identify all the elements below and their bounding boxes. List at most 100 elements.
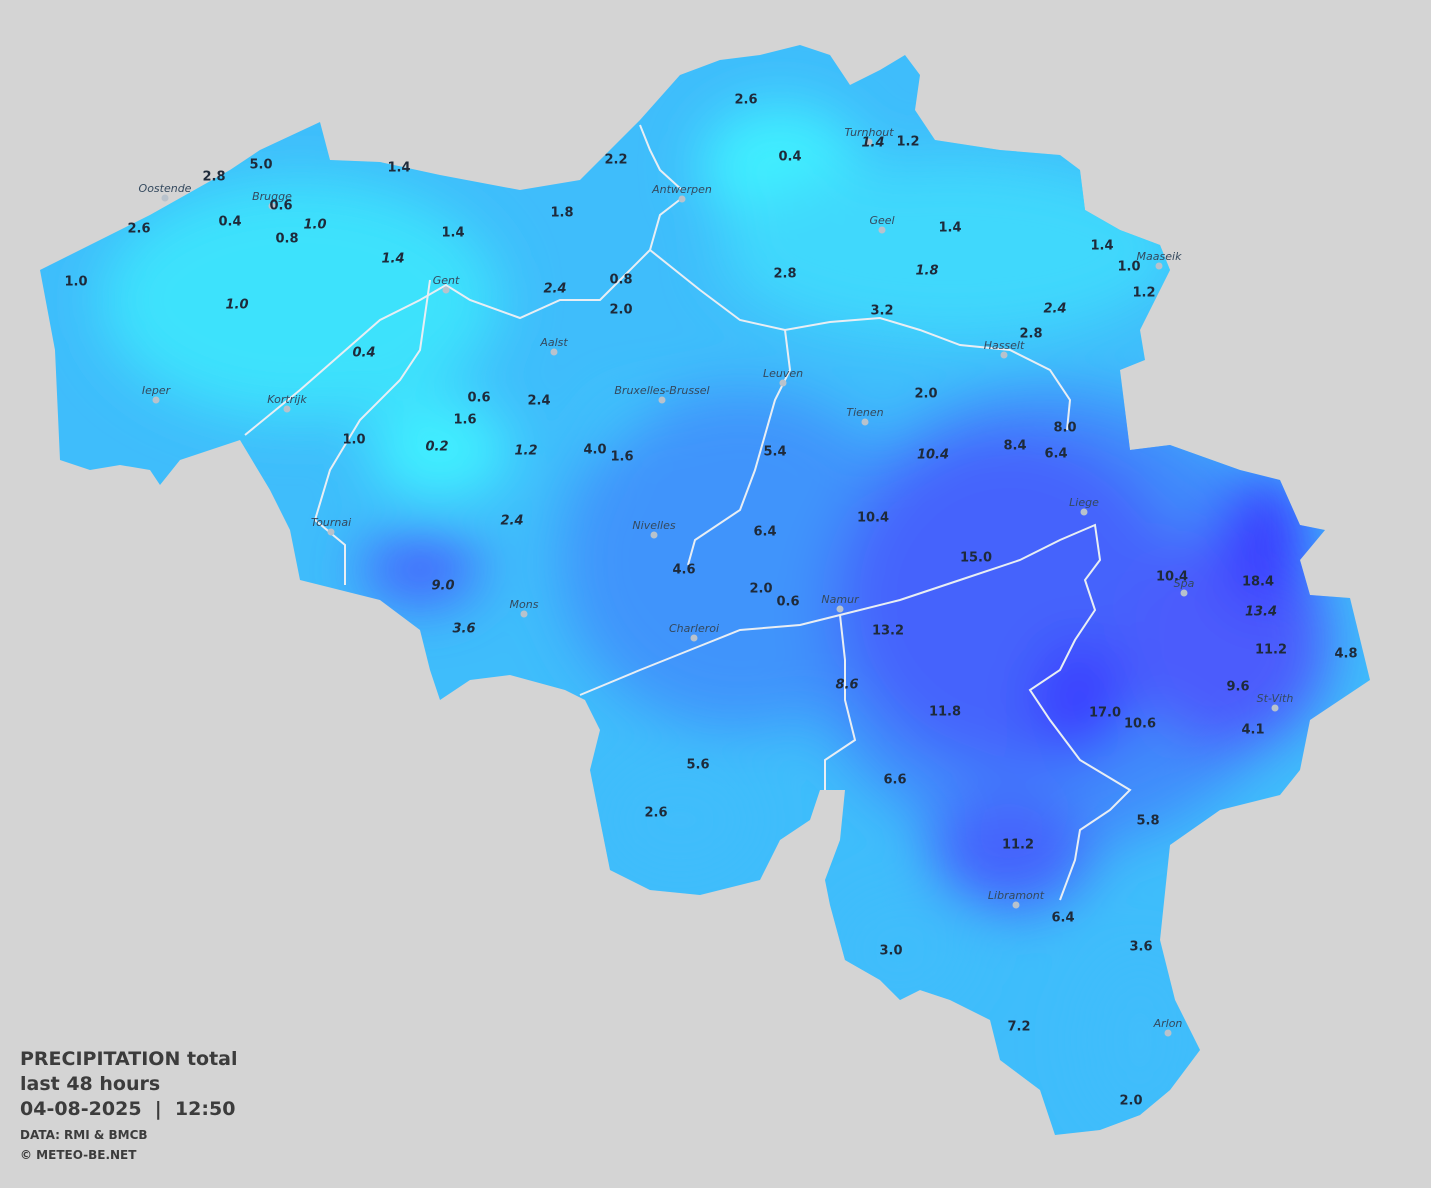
station-value: 1.2 [514, 444, 537, 459]
station-value: 1.4 [938, 221, 961, 236]
station-value: 11.2 [1255, 643, 1287, 658]
city-dot [1180, 589, 1188, 597]
station-value: 0.8 [609, 273, 632, 288]
city-dot [283, 405, 291, 413]
rivers [244, 124, 1132, 901]
station-value: 2.6 [644, 806, 667, 821]
station-value: 2.4 [543, 282, 566, 297]
station-value: 0.4 [218, 215, 241, 230]
caption: PRECIPITATION total last 48 hours 04-08-… [20, 1048, 238, 1162]
station-value: 1.6 [453, 413, 476, 428]
city-label: Hasselt [984, 339, 1025, 352]
city-dot [152, 396, 160, 404]
city-label: Aalst [539, 336, 568, 349]
station-value: 1.4 [387, 161, 410, 176]
station-value: 7.2 [1007, 1020, 1030, 1035]
station-value: 2.6 [734, 93, 757, 108]
caption-source: DATA: RMI & BMCB [20, 1128, 148, 1142]
station-value: 0.4 [352, 346, 375, 361]
station-value: 15.0 [960, 551, 992, 566]
city-dot [865, 138, 873, 146]
station-value: 0.2 [425, 440, 448, 455]
station-value: 3.2 [870, 304, 893, 319]
city-label: Antwerpen [651, 183, 712, 196]
station-value: 2.8 [773, 267, 796, 282]
city-label: Tienen [846, 406, 883, 419]
station-value: 0.8 [275, 232, 298, 247]
city-dot [1012, 901, 1020, 909]
station-value: 2.0 [914, 387, 937, 402]
station-value: 11.8 [929, 705, 961, 720]
station-value: 2.4 [500, 514, 523, 529]
city-label: Brugge [252, 190, 292, 203]
station-value: 13.2 [872, 624, 904, 639]
city-label: Arlon [1153, 1017, 1183, 1030]
city-label: Bruxelles-Brussel [614, 384, 709, 397]
station-value: 17.0 [1089, 706, 1121, 721]
station-value: 6.4 [753, 525, 776, 540]
city-dot [1164, 1029, 1172, 1037]
station-value: 1.8 [915, 264, 938, 279]
station-value: 1.0 [342, 433, 365, 448]
city-dot [520, 610, 528, 618]
city-label: Namur [821, 593, 860, 606]
city-label: Charleroi [669, 622, 719, 635]
station-value: 9.6 [1226, 680, 1249, 695]
station-value: 4.8 [1334, 647, 1357, 662]
city-dot [878, 226, 886, 234]
city-label: Nivelles [632, 519, 675, 532]
station-value: 10.4 [1156, 570, 1188, 585]
city-dot [779, 379, 787, 387]
station-value: 2.8 [202, 170, 225, 185]
station-value: 1.4 [381, 252, 404, 267]
station-value: 5.4 [763, 445, 786, 460]
station-value: 8.0 [1053, 421, 1076, 436]
city-dot [861, 418, 869, 426]
station-value: 2.0 [1119, 1094, 1142, 1109]
station-value: 2.4 [1043, 302, 1066, 317]
station-value: 2.0 [609, 303, 632, 318]
city-dot [1155, 262, 1163, 270]
station-value: 1.4 [1090, 239, 1113, 254]
station-value: 10.4 [917, 448, 949, 463]
city-dot [161, 194, 169, 202]
station-value: 18.4 [1242, 575, 1274, 590]
station-value: 6.6 [883, 773, 906, 788]
station-value: 5.8 [1136, 814, 1159, 829]
station-value: 4.6 [672, 563, 695, 578]
city-dot [1271, 704, 1279, 712]
city-label: Kortrijk [267, 393, 307, 406]
station-value: 0.6 [776, 595, 799, 610]
city-label: Spa [1174, 577, 1195, 590]
city-label: Oostende [139, 182, 192, 195]
city-label: Libramont [988, 889, 1045, 902]
station-value: 8.4 [1003, 439, 1026, 454]
station-value: 6.4 [1044, 447, 1067, 462]
station-value: 1.0 [64, 275, 87, 290]
station-value: 4.0 [583, 443, 606, 458]
station-value: 0.4 [778, 150, 801, 165]
station-value: 2.6 [127, 222, 150, 237]
station-value: 2.8 [1019, 327, 1042, 342]
station-value: 4.1 [1241, 723, 1264, 738]
caption-datetime: 04-08-2025 | 12:50 [20, 1098, 235, 1120]
city-label: Leuven [763, 367, 803, 380]
station-value: 1.0 [1117, 260, 1140, 275]
station-value: 13.4 [1245, 605, 1277, 620]
city-label: Mons [510, 598, 539, 611]
caption-period: last 48 hours [20, 1073, 160, 1095]
city-dot [1000, 351, 1008, 359]
city-dot [327, 528, 335, 536]
station-value: 10.4 [857, 511, 889, 526]
city-label: Tournai [311, 516, 351, 529]
station-value: 1.2 [896, 135, 919, 150]
station-value: 0.6 [269, 199, 292, 214]
city-dot [1080, 508, 1088, 516]
city-dot [442, 286, 450, 294]
station-value: 2.2 [604, 153, 627, 168]
city-label: Gent [433, 274, 460, 287]
station-value: 9.0 [431, 579, 454, 594]
station-value: 1.4 [441, 226, 464, 241]
city-label: Maaseik [1137, 250, 1183, 263]
